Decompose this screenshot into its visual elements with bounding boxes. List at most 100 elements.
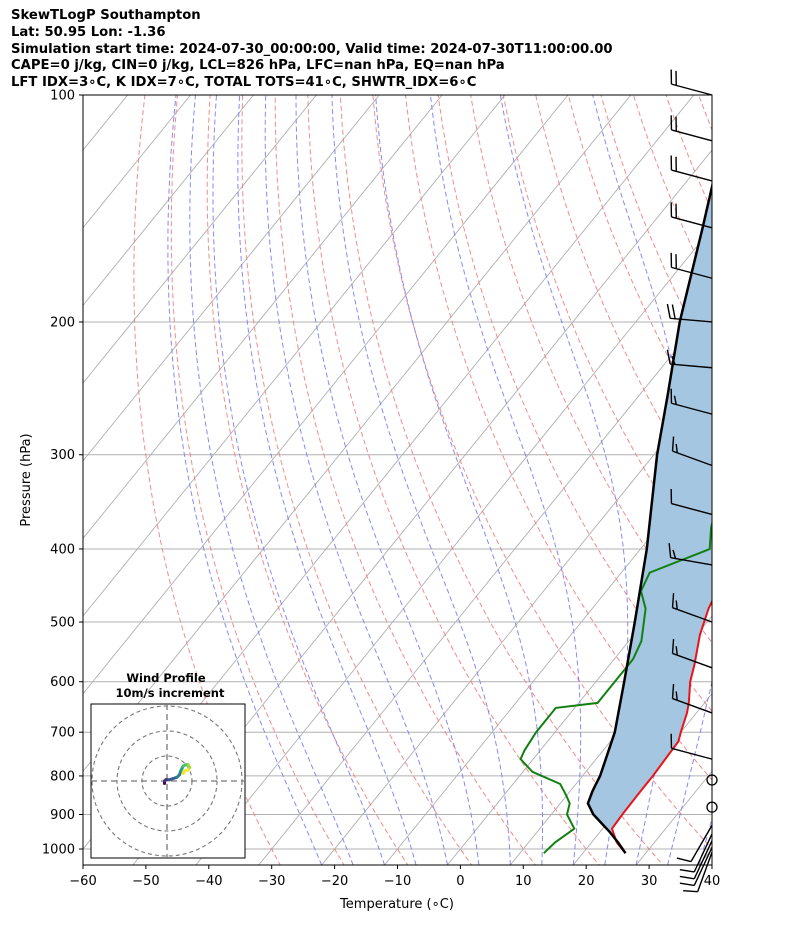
hodograph-subtitle: 10m/s increment — [116, 686, 225, 700]
wind-barb — [670, 155, 713, 182]
dry-adiabat-line — [206, 95, 409, 865]
moist-adiabat-line — [212, 95, 386, 865]
y-axis-label: Pressure (hPa) — [19, 433, 34, 526]
isotherm-line — [446, 537, 712, 865]
x-tick-label: 40 — [704, 874, 721, 889]
wind-barb — [670, 115, 713, 142]
chart-title: SkewTLogP Southampton — [11, 8, 201, 23]
x-axis-label: Temperature (∘C) — [339, 897, 454, 912]
wind-barbs — [666, 69, 718, 893]
barb-staff — [671, 216, 713, 229]
dry-adiabat-line — [750, 61, 794, 881]
y-tick-label: 700 — [50, 726, 75, 741]
x-tick-label: 10 — [515, 874, 532, 889]
isotherm-line — [83, 95, 255, 307]
wind-barb — [706, 801, 718, 813]
barb-flag — [666, 303, 671, 319]
isotherm-line — [321, 382, 712, 865]
barb-flag — [679, 869, 695, 873]
wind-barb — [670, 489, 713, 516]
barb-staff — [672, 450, 713, 467]
wind-barb — [683, 852, 713, 893]
x-tick-label: −10 — [384, 874, 411, 889]
y-tick-label: 1000 — [42, 843, 75, 858]
x-tick-label: −60 — [69, 874, 96, 889]
wind-barb — [670, 252, 713, 279]
x-tick-label: 20 — [578, 874, 595, 889]
barb-flag — [671, 593, 675, 608]
dry-adiabat-line — [241, 95, 473, 865]
wind-barb — [679, 840, 713, 880]
wind-barb — [666, 303, 713, 323]
dry-adiabat-line — [372, 95, 712, 850]
barb-staff — [690, 824, 713, 862]
wind-barb — [671, 593, 713, 623]
isotherm-line — [83, 95, 317, 384]
barb-staff — [672, 607, 713, 623]
dry-adiabat-line — [170, 95, 345, 865]
barb-staff — [671, 502, 713, 516]
barb-flag — [683, 889, 698, 893]
barb-flag — [671, 683, 675, 699]
sounding-profiles — [519, 181, 712, 854]
barb-flag — [668, 543, 672, 558]
moist-adiabat-line — [295, 95, 480, 865]
hodograph-inset — [90, 703, 246, 859]
barb-flag — [666, 349, 671, 365]
wind-barb — [670, 69, 713, 96]
barb-flag — [675, 646, 678, 656]
hodograph-segment — [181, 769, 186, 775]
axes: −60 −50 −40 −30 −20 −10 0 10 20 30 40 100 200 300 400 5… — [42, 89, 720, 890]
wind-barb — [670, 733, 713, 760]
parcel-line — [586, 181, 712, 854]
dry-adiabat-line — [339, 95, 664, 865]
moist-adiabat-line — [375, 95, 543, 865]
y-tick-label: 800 — [50, 769, 75, 784]
temperature-line — [610, 599, 712, 854]
barb-staff — [670, 556, 713, 566]
isotherm-line — [509, 615, 712, 865]
barb-flag — [675, 691, 678, 701]
isotherm-line — [83, 95, 569, 695]
wind-barb — [676, 824, 713, 863]
barb-staff — [672, 697, 713, 714]
y-tick-label: 500 — [50, 616, 75, 631]
barb-staff — [696, 852, 713, 892]
time-line: Simulation start time: 2024-07-30_00:00:… — [11, 41, 613, 57]
calm-wind-circle — [706, 774, 718, 786]
dry-adiabat-line — [274, 95, 537, 865]
barb-flag — [675, 600, 678, 610]
wind-barb — [671, 436, 713, 467]
cin-cape-shading — [587, 186, 712, 854]
isotherm-line — [195, 227, 712, 865]
barb-staff — [671, 83, 713, 96]
wind-barb — [671, 683, 713, 714]
x-tick-label: 30 — [641, 874, 658, 889]
barb-flag — [673, 395, 677, 405]
indices-line: LFT IDX=3∘C, K IDX=7∘C, TOTAL TOTS=41∘C,… — [11, 75, 477, 91]
wind-barb — [668, 543, 713, 566]
x-tick-label: −30 — [258, 874, 285, 889]
barb-staff — [670, 363, 713, 369]
hodograph-plot — [91, 704, 245, 858]
barb-staff — [693, 840, 713, 880]
moist-adiabat-line — [237, 95, 417, 865]
barb-flag — [672, 549, 677, 559]
isotherm-line — [83, 95, 506, 617]
y-tick-label: 300 — [50, 448, 75, 463]
barb-staff — [672, 652, 713, 669]
barb-flag — [671, 355, 676, 365]
moist-adiabat-line — [189, 95, 354, 865]
dry-adiabat-line — [781, 61, 794, 881]
isotherm-line — [258, 304, 712, 865]
calm-wind-circle — [706, 801, 718, 813]
barb-flag — [671, 638, 675, 654]
wind-barb — [679, 847, 713, 887]
barb-staff — [671, 129, 713, 142]
moist-adiabat-line — [698, 817, 712, 865]
moist-adiabat-line — [331, 95, 511, 865]
wind-barb — [679, 833, 713, 873]
barb-flag — [671, 436, 675, 452]
x-tick-label: −20 — [321, 874, 348, 889]
